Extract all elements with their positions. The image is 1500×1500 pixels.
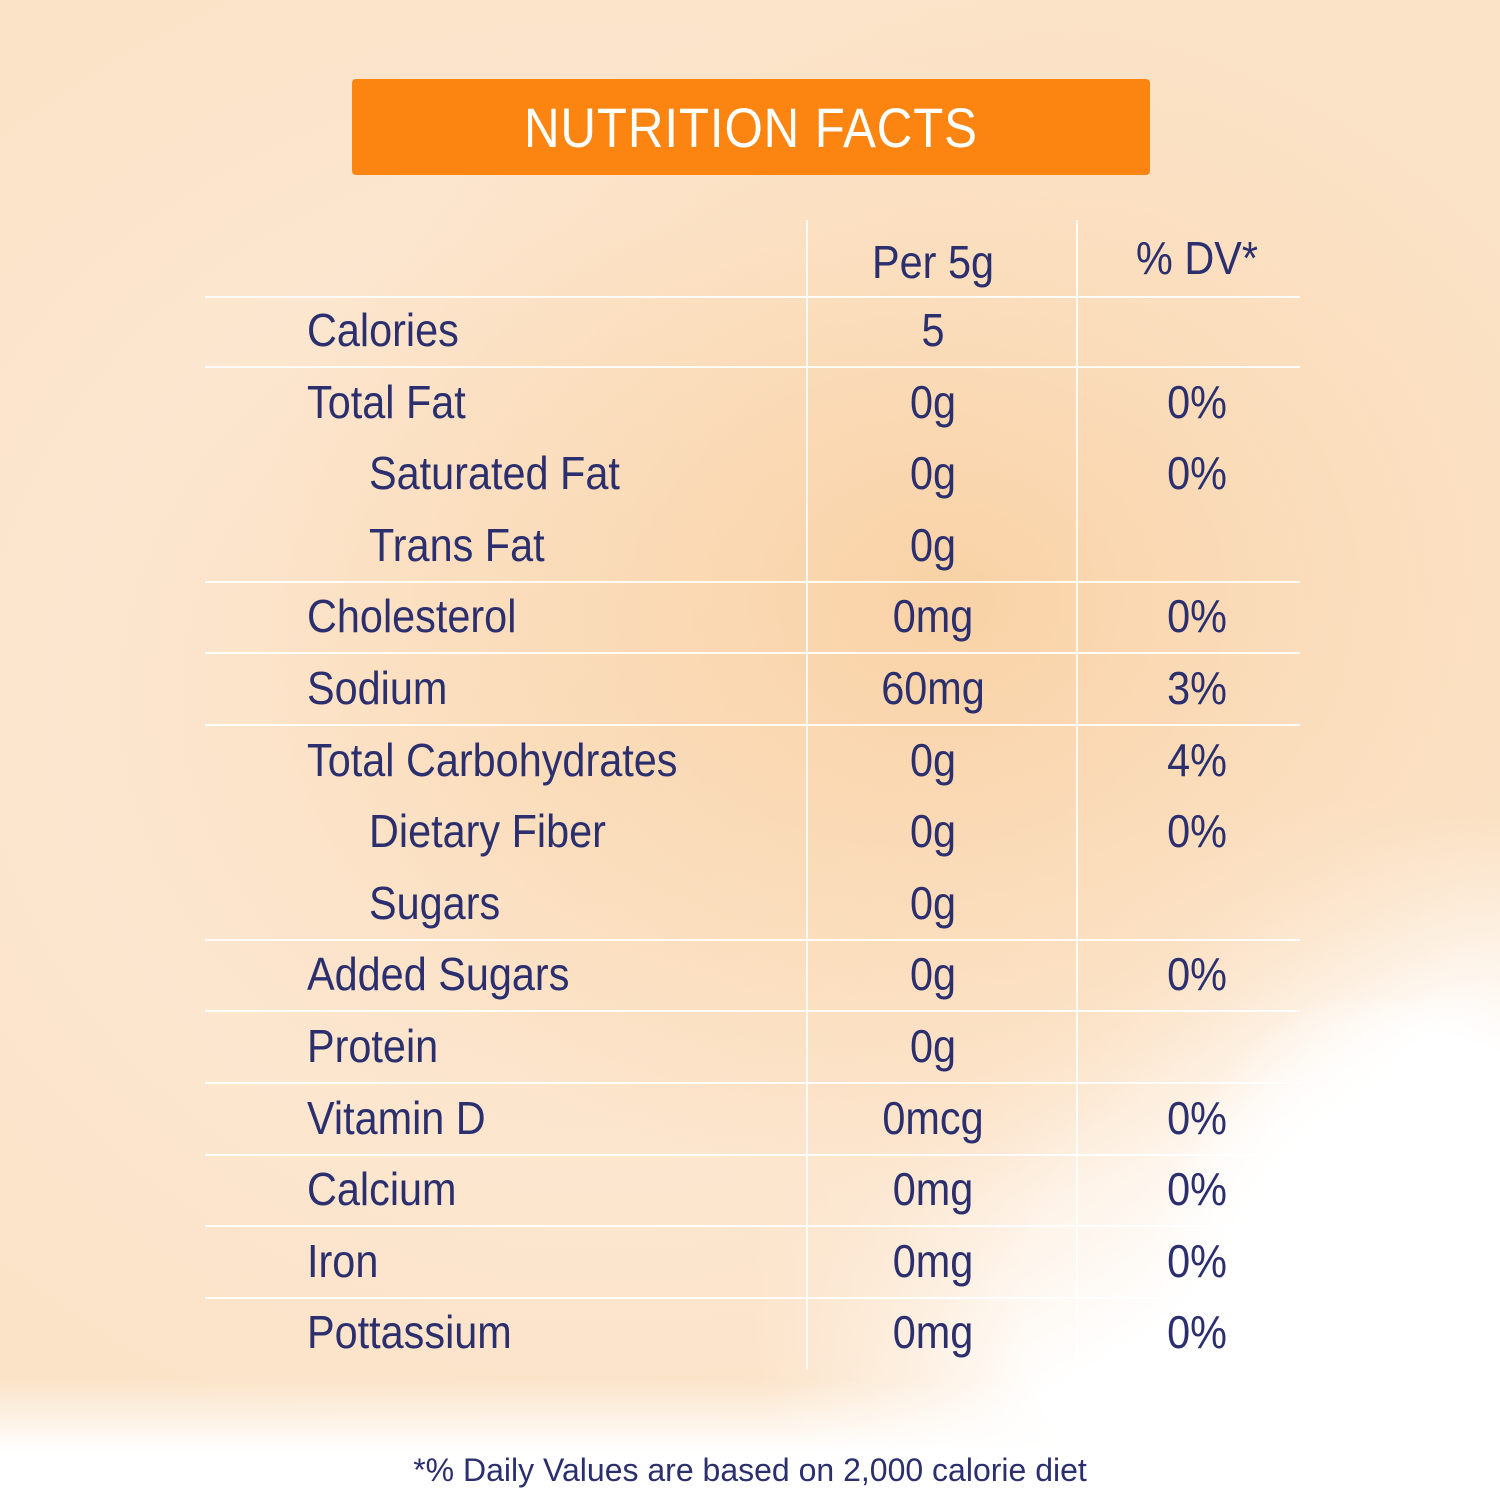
row-divider [205,938,1300,941]
nutrient-amount: 0mg [892,1306,974,1359]
nutrient-label: Calories [307,304,459,356]
nutrient-amount: 0g [909,1020,957,1072]
nutrient-amount: 0g [909,876,957,929]
nutrient-amount: 0g [909,733,957,786]
row-divider [205,366,1300,368]
nutrient-label: Dietary Fiber [369,805,606,858]
nutrient-dv: 0% [1167,1163,1227,1216]
row-divider [205,1296,1300,1299]
footnote: *% Daily Values are based on 2,000 calor… [413,1452,1087,1488]
row-divider [205,1153,1300,1156]
column-header-amount: Per 5g [872,236,994,288]
nutrient-amount: 0mcg [882,1091,984,1144]
nutrient-dv: 0% [1167,1234,1227,1287]
nutrient-amount: 0mg [892,590,974,643]
nutrient-amount: 0g [909,375,957,428]
column-divider [1076,220,1078,1370]
nutrient-label: Added Sugars [307,948,570,1001]
nutrient-dv: 3% [1167,662,1227,714]
nutrient-dv: 0% [1167,805,1227,858]
nutrient-dv [1062,294,1332,366]
row-divider [205,580,1300,583]
nutrient-label: Sodium [307,662,448,714]
nutrient-dv: 0% [1167,1306,1227,1359]
header-divider [205,296,1300,298]
nutrient-label: Cholesterol [307,590,517,643]
nutrient-label: Protein [307,1020,439,1072]
background-fade [0,1380,1500,1500]
column-header-dv: % DV* [1136,232,1258,284]
nutrient-label: Pottassium [307,1306,512,1359]
nutrient-label: Total Carbohydrates [307,733,678,786]
nutrient-amount: 0g [909,447,957,500]
row-divider [205,652,1300,655]
nutrient-dv [1062,1010,1332,1082]
nutrient-dv: 0% [1167,375,1227,428]
nutrient-label: Vitamin D [307,1091,486,1144]
row-divider [205,724,1300,726]
row-divider [205,1225,1300,1228]
nutrient-dv [1062,867,1332,939]
nutrient-label: Total Fat [307,375,466,428]
row-divider [205,1082,1300,1084]
nutrient-amount: 0mg [892,1163,974,1216]
nutrient-label: Sugars [369,876,501,929]
nutrient-dv: 0% [1167,1091,1227,1144]
nutrient-dv: 0% [1167,590,1227,643]
nutrient-dv: 0% [1167,948,1227,1001]
nutrient-label: Trans Fat [369,518,545,571]
nutrient-amount: 0g [909,805,957,858]
nutrient-label: Iron [307,1234,379,1287]
nutrient-amount: 0g [909,948,957,1001]
row-divider [205,1010,1300,1013]
nutrient-dv: 4% [1167,733,1227,786]
page-title: NUTRITION FACTS [524,95,978,159]
nutrient-dv [1062,509,1332,581]
nutrient-amount: 0mg [892,1234,974,1287]
nutrient-label: Calcium [307,1163,457,1216]
nutrient-amount: 5 [921,304,945,356]
nutrient-label: Saturated Fat [369,447,620,500]
nutrient-dv: 0% [1167,447,1227,500]
title-banner: NUTRITION FACTS [352,79,1150,175]
nutrient-amount: 60mg [881,662,985,714]
nutrient-amount: 0g [909,518,957,571]
column-divider [806,220,808,1370]
